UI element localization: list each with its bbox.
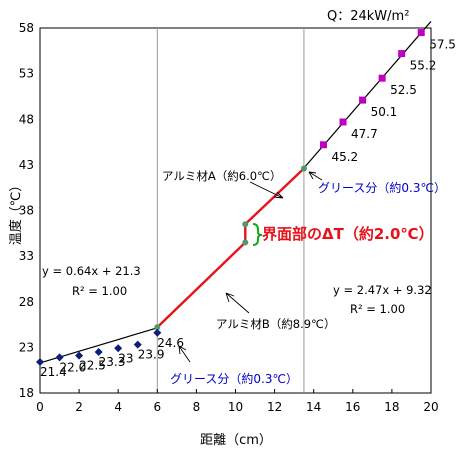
arrow-alu-b [225, 292, 250, 314]
series-0-point-5 [133, 340, 142, 349]
x-tick-labels: 0 2 4 6 8 10 12 14 16 18 20 [36, 389, 439, 414]
left-point-label-5: 23.9 [138, 348, 165, 362]
r2-left: R² = 1.00 [72, 284, 127, 298]
plot-area [39, 27, 432, 394]
y-tick-6: 48 [19, 112, 34, 126]
left-point-label-0: 21.4 [40, 365, 67, 379]
y-tick-labels: 18 23 28 33 38 43 48 53 58 [19, 21, 34, 400]
x-tick-6: 12 [267, 400, 282, 414]
interface-path [156, 167, 305, 329]
y-tick-5: 43 [19, 158, 34, 172]
left-point-label-4: 23 [118, 351, 133, 365]
series-0-point-6 [153, 328, 162, 337]
x-tick-5: 10 [228, 400, 243, 414]
right-point-label-3: 52.5 [390, 83, 417, 97]
interface-marker-1 [242, 239, 249, 246]
right-point-label-5: 57.5 [429, 38, 456, 52]
right-point-label-4: 55.2 [410, 59, 437, 73]
right-point-label-2: 50.1 [371, 105, 398, 119]
series-1-point-5 [417, 29, 425, 37]
x-tick-7: 14 [306, 400, 321, 414]
y-tick-7: 53 [19, 67, 34, 81]
x-tick-3: 6 [153, 400, 161, 414]
y-tick-0: 18 [19, 386, 34, 400]
x-tick-1: 2 [75, 400, 83, 414]
series-0-point-0 [36, 357, 44, 366]
left-point-label-3: 23.3 [99, 355, 126, 369]
series-0-point-3 [94, 347, 103, 356]
interface-brace [252, 223, 263, 246]
right-point-label-1: 47.7 [351, 127, 378, 141]
y-tick-1: 23 [19, 340, 34, 354]
x-tick-9: 18 [384, 400, 399, 414]
series-0-point-4 [114, 344, 123, 353]
arrow-grease-bottom [178, 345, 191, 363]
left-point-label-1: 22.0 [60, 360, 87, 374]
x-tick-4: 8 [193, 400, 201, 414]
y-tick-2: 28 [19, 295, 34, 309]
series-1-point-3 [378, 74, 386, 82]
point-value-labels: 21.422.022.523.323 23.924.6 45.2 47.7 50.1 52… [40, 38, 456, 379]
arrow-alu-a [249, 181, 284, 199]
right-point-label-0: 45.2 [331, 150, 358, 164]
x-tick-2: 4 [114, 400, 122, 414]
x-axis-label: 距離（cm） [200, 433, 272, 448]
y-tick-4: 38 [19, 204, 34, 218]
left-point-label-6: 24.6 [157, 336, 184, 350]
r2-right: R² = 1.00 [350, 302, 405, 316]
label-interface-delta-t: 界面部のΔT（約2.0℃） [262, 225, 434, 243]
series-1-point-1 [339, 118, 347, 126]
chart-title: Q：24kW/m² [327, 9, 409, 24]
interface-line [156, 167, 305, 329]
x-tick-10: 20 [423, 400, 438, 414]
interface-marker-2 [242, 221, 249, 228]
series-0-point-2 [75, 351, 84, 360]
interface-marker-3 [300, 165, 307, 172]
equation-left: y = 0.64x + 21.3 [42, 264, 141, 278]
x-tick-0: 0 [36, 400, 44, 414]
arrow-grease-top [308, 171, 323, 181]
x-tick-8: 16 [345, 400, 360, 414]
label-alu-b: アルミ材B（約8.9℃） [216, 317, 335, 331]
y-tick-8: 58 [19, 21, 34, 35]
left-point-label-2: 22.5 [79, 359, 106, 373]
label-alu-a: アルミ材A（約6.0℃） [162, 169, 281, 183]
label-grease-bottom: グリース分（約0.3℃） [170, 371, 298, 386]
data-markers [36, 29, 425, 366]
series-0-point-1 [55, 353, 64, 362]
interface-marker-0 [154, 324, 161, 331]
label-grease-top: グリース分（約0.3℃） [318, 180, 446, 195]
y-tick-3: 33 [19, 249, 34, 263]
equation-right: y = 2.47x + 9.32 [333, 283, 432, 297]
series-1-point-4 [398, 50, 406, 58]
annotation-arrows [178, 171, 323, 363]
series-1-point-2 [359, 96, 367, 104]
y-axis-label: 温度（℃） [8, 179, 24, 246]
series-1-point-0 [319, 141, 327, 149]
